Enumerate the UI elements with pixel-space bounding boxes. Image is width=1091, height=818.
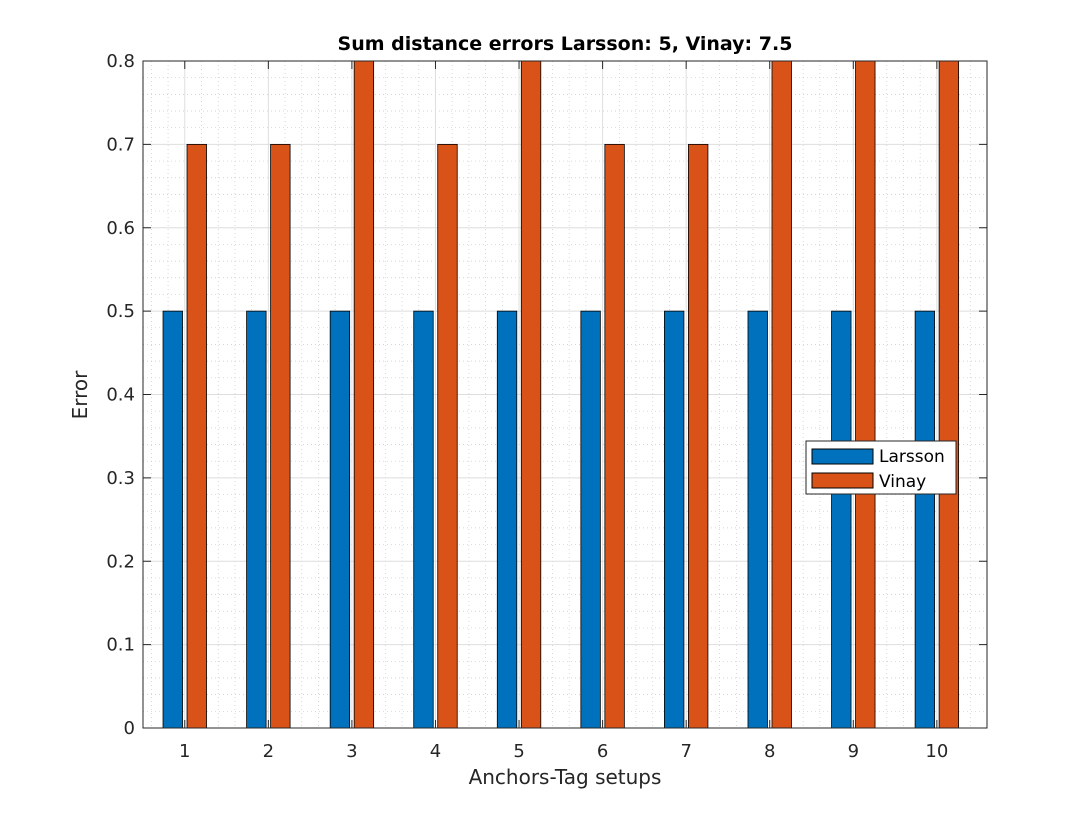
x-tick-label: 3 [346, 741, 357, 762]
x-tick-label: 7 [680, 741, 691, 762]
bar-larsson-10 [914, 310, 936, 729]
bar-vinay-8 [771, 60, 792, 729]
bar-larsson-5 [496, 310, 518, 729]
bar-larsson-4 [413, 310, 434, 729]
bar-vinay-3 [353, 60, 375, 729]
x-tick-label: 1 [179, 741, 190, 762]
chart-title: Sum distance errors Larsson: 5, Vinay: 7… [338, 33, 793, 55]
bar-vinay-1 [186, 143, 207, 729]
bar-larsson-9 [831, 310, 852, 729]
x-tick-label: 10 [925, 741, 948, 762]
x-tick-label: 4 [430, 741, 441, 762]
bar-larsson-7 [664, 310, 685, 729]
x-tick-label: 6 [597, 741, 608, 762]
ticks [143, 60, 987, 729]
y-tick-label: 0.6 [106, 218, 135, 239]
bar-vinay-2 [270, 143, 291, 729]
bar-vinay-4 [437, 143, 458, 729]
y-tick-label: 0 [124, 718, 135, 739]
x-tick-label: 9 [848, 741, 859, 762]
legend-swatch-larsson [811, 448, 874, 465]
y-tick-label: 0.7 [106, 134, 135, 155]
legend-label-larsson: Larsson [879, 447, 945, 467]
legend: Larsson Vinay [805, 440, 957, 495]
bar-vinay-7 [688, 143, 709, 729]
bar-vinay-5 [520, 60, 542, 729]
bar-larsson-2 [246, 310, 267, 729]
x-tick-labels: 1 2 3 4 5 6 7 8 9 10 [179, 741, 948, 762]
y-tick-label: 0.3 [106, 468, 135, 489]
bar-larsson-3 [329, 310, 351, 729]
y-tick-label: 0.5 [106, 301, 135, 322]
bar-larsson-6 [580, 310, 601, 729]
bar-larsson-1 [162, 310, 183, 729]
legend-swatch-vinay [811, 472, 874, 489]
bar-vinay-9 [855, 60, 876, 729]
bar-vinay-10 [938, 60, 960, 729]
x-tick-label: 8 [764, 741, 775, 762]
y-tick-labels: 0 0.1 0.2 0.3 0.4 0.5 0.6 0.7 0.8 [106, 51, 135, 739]
y-tick-label: 0.8 [106, 51, 135, 72]
y-tick-label: 0.1 [106, 635, 135, 656]
x-tick-label: 5 [513, 741, 524, 762]
bar-larsson-8 [747, 310, 768, 729]
bar-vinay-6 [604, 143, 625, 729]
y-tick-label: 0.2 [106, 551, 135, 572]
y-tick-label: 0.4 [106, 385, 135, 406]
x-tick-label: 2 [263, 741, 274, 762]
legend-label-vinay: Vinay [879, 472, 926, 492]
x-axis-label: Anchors-Tag setups [469, 765, 662, 789]
y-axis-label: Error [68, 370, 92, 420]
